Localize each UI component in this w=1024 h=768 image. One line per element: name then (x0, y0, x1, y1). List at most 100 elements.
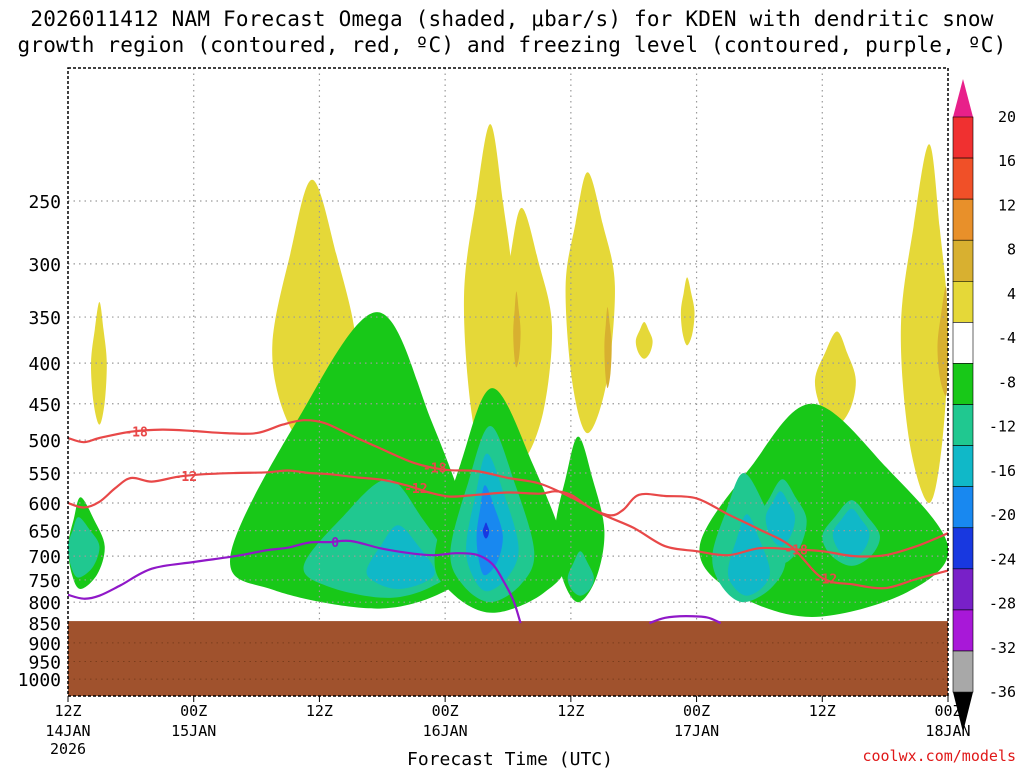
colorbar-label: -20 (989, 506, 1016, 524)
x-tick-label: 18JAN (925, 722, 970, 740)
freezing-level (68, 539, 522, 624)
plot-border (67, 67, 949, 697)
colorbar-band (952, 239, 974, 282)
chart-title-line-2: growth region (contoured, red, ºC) and f… (17, 33, 1007, 57)
colorbar-label: 8 (1007, 241, 1016, 259)
y-tick-label: 450 (28, 395, 61, 416)
colorbar-band (952, 281, 974, 323)
y-tick-label: 400 (28, 354, 61, 375)
colorbar-label: -24 (989, 550, 1016, 568)
colorbar-label: -12 (989, 418, 1016, 436)
isotherm-minus-12 (68, 469, 948, 590)
x-tick-label: 17JAN (674, 722, 719, 740)
colorbar-band (952, 198, 974, 241)
contour-lines: -18-18-18-12-12-120 (68, 419, 948, 625)
x-tick-label: 12Z (306, 702, 333, 720)
chart-title-line-1: 2026011412 NAM Forecast Omega (shaded, μ… (30, 7, 994, 31)
y-tick-label: 750 (28, 571, 61, 592)
colorbar-band (952, 486, 974, 529)
colorbar-label: -32 (989, 639, 1016, 657)
terrain-mask (68, 621, 948, 696)
contour-label: -12 (174, 470, 197, 485)
colorbar-label: 12 (998, 196, 1016, 214)
omega-region-sink-b3 (366, 525, 435, 589)
y-tick-label: 350 (28, 308, 61, 329)
colorbar-band (952, 116, 974, 159)
colorbar: 20 16 12 8 4 -4 -8 -12 -16 -20 -24 -28 -32 -36 (952, 79, 1016, 733)
plot-frame (67, 67, 949, 697)
omega-region-sink-e3 (727, 514, 770, 596)
colorbar-label: 4 (1007, 285, 1016, 303)
x-tick-label: 12Z (54, 702, 81, 720)
below-ground-area (68, 621, 948, 696)
y-tick-label: 300 (28, 255, 61, 276)
colorbar-under-arrow (953, 692, 973, 733)
y-tick-label: 700 (28, 547, 61, 568)
x-tick-label: 00Z (934, 702, 961, 720)
contour-label: -12 (814, 573, 837, 588)
x-tick-label: 16JAN (423, 722, 468, 740)
x-tick-label: 15JAN (171, 722, 216, 740)
omega-region-sink-a2 (68, 517, 100, 578)
omega-region-rise-e (635, 322, 653, 359)
x-tick-label: 12Z (809, 702, 836, 720)
x-axis-label: Forecast Time (UTC) (407, 749, 613, 768)
omega-region-rise-h2 (937, 286, 948, 396)
colorbar-label: -36 (989, 683, 1016, 701)
omega-region-rise-c3 (513, 291, 521, 368)
omega-region-sink-c4 (476, 485, 503, 576)
x-tick-label: 00Z (683, 702, 710, 720)
y-tick-label: 650 (28, 522, 61, 543)
colorbar-band (952, 157, 974, 200)
colorbar-band (952, 650, 974, 693)
colorbar-band (952, 445, 974, 487)
freezing-level-b (649, 614, 722, 625)
y-tick-label: 800 (28, 593, 61, 614)
omega-shading (68, 124, 948, 617)
x-tick-label: 14JAN (45, 722, 90, 740)
omega-region-rise-g (814, 331, 856, 425)
omega-region-sink-e5 (765, 491, 796, 547)
y-tick-label: 1000 (18, 670, 61, 691)
colorbar-label: 20 (998, 108, 1016, 126)
y-tick-label: 550 (28, 464, 61, 485)
x-tick-label: 00Z (432, 702, 459, 720)
colorbar-band (952, 404, 974, 446)
y-tick-label: 600 (28, 494, 61, 515)
x-tick-label: 12Z (557, 702, 584, 720)
y-tick-label: 950 (28, 652, 61, 673)
y-tick-label: 250 (28, 192, 61, 213)
contour-label: -12 (404, 482, 427, 497)
omega-region-rise-f (680, 277, 695, 346)
colorbar-label: -8 (998, 373, 1016, 391)
colorbar-band (952, 363, 974, 405)
x-tick-label: 00Z (180, 702, 207, 720)
y-axis: 2503003504004505005506006507007508008509… (18, 192, 61, 691)
y-tick-label: 850 (28, 614, 61, 635)
colorbar-label: 16 (998, 152, 1016, 170)
omega-region-rise-d2 (604, 307, 612, 389)
colorbar-label: -16 (989, 462, 1016, 480)
colorbar-label: -4 (998, 329, 1016, 347)
y-tick-label: 500 (28, 431, 61, 452)
omega-region-rise-a (90, 302, 107, 425)
isotherm-minus-18 (68, 419, 948, 558)
omega-region-rise-c (463, 124, 514, 480)
omega-region-sink-e7 (832, 508, 870, 559)
colorbar-band (952, 609, 974, 652)
omega-region-rise-c2 (499, 207, 553, 461)
colorbar-band (952, 527, 974, 570)
omega-region-rise-d (565, 172, 615, 434)
colorbar-over-arrow (953, 79, 973, 117)
x-tick-label: 2026 (50, 740, 86, 758)
contour-label: -18 (423, 461, 447, 476)
omega-region-sink-d2 (567, 551, 594, 596)
contour-label: 0 (331, 536, 339, 551)
y-tick-label: 900 (28, 634, 61, 655)
site-credit: coolwx.com/models (862, 747, 1016, 765)
omega-region-sink-d (555, 436, 605, 603)
colorbar-band (952, 568, 974, 611)
omega-region-rise-h (900, 144, 948, 503)
